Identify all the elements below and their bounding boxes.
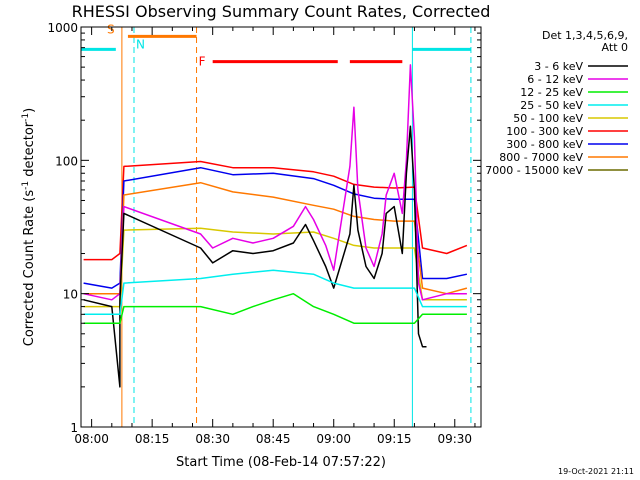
legend-label: 3 - 6 keV	[534, 60, 583, 73]
y-tick-label: 10	[63, 288, 78, 302]
legend-header-attenuator: Att 0	[602, 41, 628, 54]
x-tick-label: 08:00	[74, 432, 109, 446]
x-tick-label: 09:30	[437, 432, 472, 446]
y-axis: 1 10 100 1000	[47, 21, 481, 435]
x-axis-label: Start Time (08-Feb-14 07:57:22)	[176, 455, 386, 470]
legend-label: 300 - 800 keV	[506, 138, 583, 151]
x-axis: 08:00 08:15 08:30 08:45 09:00 09:15 09:30	[74, 27, 476, 446]
y-tick-label: 1000	[47, 21, 78, 35]
x-tick-label: 09:15	[377, 432, 412, 446]
legend-label: 25 - 50 keV	[520, 99, 583, 112]
legend-label: 6 - 12 keV	[527, 73, 583, 86]
flag-label: S	[107, 22, 115, 36]
series-line-5	[83, 64, 467, 301]
overlay-markers: S N F	[80, 22, 472, 427]
series-line-6	[83, 125, 427, 388]
series-line-4	[83, 227, 467, 308]
x-tick-label: 08:45	[256, 432, 291, 446]
legend-label: 800 - 7000 keV	[499, 151, 583, 164]
plot-frame	[80, 26, 482, 428]
chart-title: RHESSI Observing Summary Count Rates, Co…	[72, 2, 491, 21]
legend-label: 7000 - 15000 keV	[485, 164, 583, 177]
y-tick-label: 100	[55, 154, 78, 168]
series-line-8	[83, 292, 467, 324]
series-line-7	[83, 269, 467, 316]
legend-label: 12 - 25 keV	[520, 86, 583, 99]
flag-label: F	[199, 55, 206, 69]
y-axis-label: Corrected Count Rate (s-1 detector-1)	[21, 108, 37, 346]
legend-label: 100 - 300 keV	[506, 125, 583, 138]
legend-header-detectors: Det 1,3,4,5,6,9,	[542, 29, 628, 42]
y-tick-label: 1	[70, 421, 78, 435]
series-line-1	[83, 160, 468, 261]
flag-label: N	[136, 37, 145, 51]
series-layer	[83, 64, 468, 388]
x-tick-label: 08:15	[135, 432, 170, 446]
footer-timestamp: 19-Oct-2021 21:11	[558, 467, 634, 476]
x-tick-label: 08:30	[195, 432, 230, 446]
x-tick-label: 09:00	[316, 432, 351, 446]
plot-area: SNF 08:00 08:15 08:30 08:45 09:00 09:15 09:30 …	[47, 21, 482, 446]
legend-label: 50 - 100 keV	[513, 112, 583, 125]
